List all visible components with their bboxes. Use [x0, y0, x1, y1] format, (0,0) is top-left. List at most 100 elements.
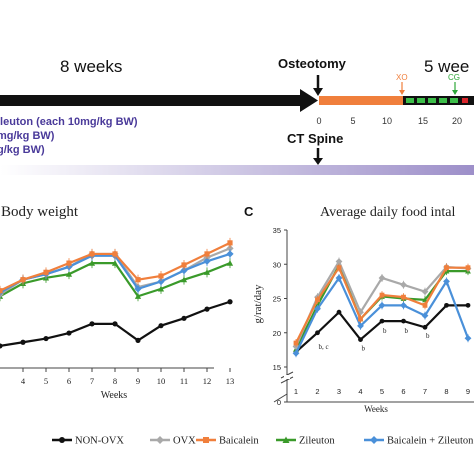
body-weight-point-baicalein-zileuton [180, 266, 188, 275]
osteotomy-label: Osteotomy [278, 56, 347, 71]
legend-label: NON-OVX [75, 436, 124, 447]
food-intake-point-baicalein [315, 297, 320, 303]
body-weight-point-baicalein [0, 288, 3, 294]
food-intake-point-baicalein-zileuton [335, 274, 343, 282]
food-intake-point-non-ovx [401, 318, 406, 324]
food-intake-significance-label: b [383, 327, 387, 335]
body-weight-series-baicalein [0, 237, 233, 296]
food-intake-y-tick-label: 25 [273, 295, 281, 304]
food-intake-point-baicalein-zileuton [443, 277, 450, 285]
food-intake-significance-label: b [426, 332, 430, 340]
food-intake-point-non-ovx [336, 309, 342, 315]
body-weight-point-zileuton [180, 276, 188, 283]
body-weight-point-baicalein-zileuton [226, 250, 234, 258]
body-weight-point-ovx [226, 244, 234, 252]
food-intake-point-baicalein-zileuton [314, 305, 321, 313]
body-weight-point-non-ovx [20, 339, 26, 345]
food-intake-axis-break [273, 371, 294, 403]
legend-swatch-marker [59, 437, 65, 443]
food-intake-title: Average daily food intal [320, 205, 456, 220]
food-intake-y-tick-label: 0 [277, 398, 281, 407]
food-intake-y-ticks: 0 15 20 25 30 35 [273, 226, 287, 407]
xo-label: XO [396, 73, 408, 82]
body-weight-point-baicalein-zileuton [203, 257, 211, 265]
food-intake-x-tick-label: 5 [380, 387, 384, 396]
food-intake-significance-label: b [405, 327, 409, 335]
main-timeline-arrow [0, 95, 302, 106]
food-intake-x-tick-label: 7 [423, 387, 427, 396]
body-weight-tick-label: 6 [67, 376, 71, 386]
body-weight-point-non-ovx [89, 321, 95, 327]
ct-spine-down-arrow-head [313, 158, 323, 165]
body-weight-point-baicalein [66, 260, 72, 266]
body-weight-point-baicalein [112, 251, 118, 257]
body-weight-chart: Body weight 4 5 6 7 8 9 10 11 12 13 Weeks [0, 204, 234, 401]
legend: NON-OVX OVX Baicalein Zileuton Baicalein + Z… [52, 436, 474, 447]
xo-marker-head [399, 90, 405, 95]
scale-tick-20: 20 [452, 116, 462, 126]
food-intake-point-non-ovx [358, 337, 363, 342]
food-intake-point-non-ovx [379, 318, 385, 324]
legend-item-zileuton: Zileuton [276, 436, 335, 447]
food-intake-significance-label: b, c [319, 343, 329, 351]
weeks-right-label: 5 wee [424, 57, 469, 76]
cg-marker-head [452, 90, 458, 95]
scale-tick-0: 0 [316, 116, 321, 126]
food-intake-point-ovx [335, 258, 343, 265]
body-weight-point-zileuton [203, 269, 211, 275]
legend-label: Baicalein + Zileuton [387, 436, 474, 447]
food-intake-point-ovx [400, 281, 407, 289]
body-weight-tick-label: 12 [203, 376, 212, 386]
food-intake-x-tick-label: 9 [466, 387, 470, 396]
body-weight-point-baicalein [158, 273, 164, 279]
food-intake-series-non-ovx [293, 302, 471, 355]
food-intake-significance-label: b [362, 345, 366, 353]
body-weight-series-non-ovx [0, 299, 233, 349]
body-weight-point-non-ovx [66, 330, 72, 336]
food-intake-y-tick-label: 30 [273, 260, 281, 269]
food-intake-point-baicalein [465, 265, 471, 271]
food-intake-y-tick-label: 35 [273, 226, 281, 235]
body-weight-tick-label: 13 [226, 376, 235, 386]
body-weight-point-zileuton [65, 271, 73, 277]
food-intake-point-baicalein [401, 294, 406, 300]
body-weight-point-baicalein [227, 240, 233, 246]
legend-item-baicalein-zileuton: Baicalein + Zileuton [364, 436, 474, 447]
food-intake-x-tick-label: 8 [444, 387, 448, 396]
body-weight-tick-label: 9 [136, 376, 140, 386]
legend-item-non-ovx: NON-OVX [52, 436, 124, 447]
food-intake-point-baicalein-zileuton [421, 312, 429, 320]
weeks-left-label: 8 weeks [60, 57, 122, 76]
food-intake-y-tick-label: 20 [273, 329, 281, 338]
legend-swatch-marker [156, 436, 164, 444]
food-intake-point-baicalein-zileuton [464, 334, 472, 342]
food-intake-x-tick-label: 3 [337, 387, 341, 396]
food-intake-x-label: Weeks [364, 404, 388, 414]
food-intake-series-baicalein-zileuton [292, 273, 472, 358]
body-weight-point-zileuton [111, 260, 119, 266]
timeline: 8 weeks 5 wee Osteotomy XO CG 0 5 10 [0, 56, 474, 175]
scale-tick-5: 5 [350, 116, 355, 126]
body-weight-point-baicalein [181, 262, 187, 268]
food-intake-point-non-ovx [465, 302, 471, 308]
food-intake-x-tick-label: 2 [315, 387, 319, 396]
body-weight-point-zileuton [157, 285, 165, 292]
body-weight-point-baicalein [135, 277, 141, 283]
body-weight-title: Body weight [1, 204, 79, 220]
body-weight-point-non-ovx [112, 321, 118, 327]
legend-item-baicalein: Baicalein [196, 436, 259, 447]
body-weight-tick-label: 4 [21, 376, 26, 386]
food-intake-point-baicalein-zileuton [400, 301, 407, 309]
food-intake-chart: C Average daily food intal g/rat/day 015… [244, 204, 474, 414]
body-weight-tick-label: 10 [157, 376, 166, 386]
food-intake-y-label: g/rat/day [252, 284, 264, 324]
body-weight-tick-label: 5 [44, 376, 48, 386]
postop-green-dash-segment [403, 96, 459, 105]
body-weight-tick-label: 11 [180, 376, 188, 386]
food-intake-point-baicalein [293, 340, 299, 346]
food-intake-point-ovx [378, 274, 386, 282]
body-weight-series [0, 237, 234, 349]
legend-label: OVX [173, 436, 196, 447]
food-intake-x-tick-label: 6 [401, 387, 405, 396]
